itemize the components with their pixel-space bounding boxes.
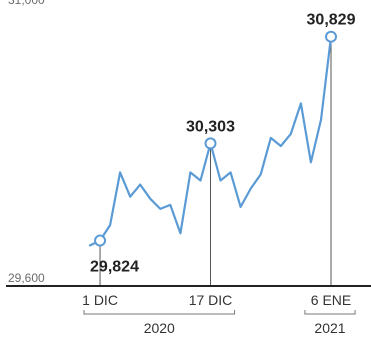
year-label: 2021 <box>314 320 345 336</box>
x-tick-label: 17 DIC <box>189 292 233 308</box>
annotation-marker <box>325 30 337 43</box>
year-label: 2020 <box>144 320 175 336</box>
annotation-marker <box>94 234 107 247</box>
year-bracket <box>83 310 236 315</box>
marker-group <box>94 30 337 247</box>
data-label: 29,824 <box>90 259 139 276</box>
x-tick-label: 6 ENE <box>311 292 351 308</box>
drop-lines <box>99 36 332 286</box>
data-label: 30,829 <box>307 12 356 29</box>
annotation-marker <box>204 137 217 150</box>
year-bracket <box>304 310 356 315</box>
x-tick-label: 1 DIC <box>82 292 118 308</box>
x-axis <box>6 285 371 315</box>
y-tick-label: 29,600 <box>8 271 45 285</box>
label-group: 31,000 29,600 1 DIC 17 DIC 6 ENE 2020 2021 29,8… <box>8 0 356 336</box>
y-tick-label: 31,000 <box>8 0 45 7</box>
data-label: 30,303 <box>186 118 235 135</box>
